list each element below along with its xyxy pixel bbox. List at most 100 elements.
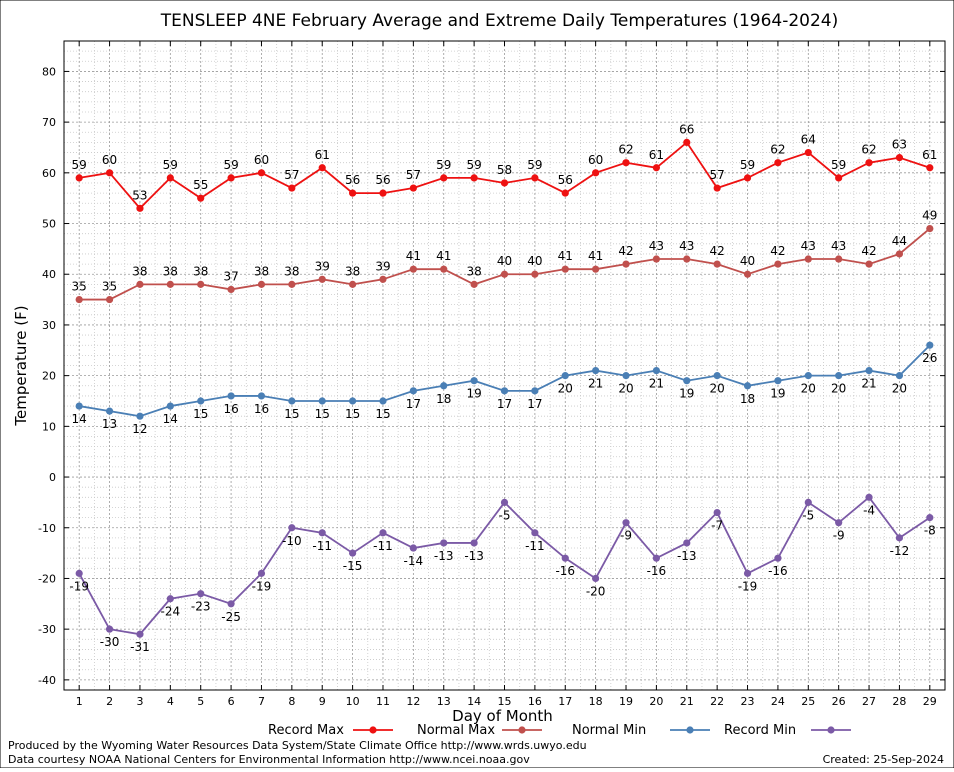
data-point xyxy=(622,260,630,268)
legend-marker xyxy=(686,726,694,734)
data-label: 62 xyxy=(861,143,876,157)
data-point xyxy=(500,498,509,506)
data-point xyxy=(865,493,873,501)
data-label: -11 xyxy=(312,539,332,553)
data-point xyxy=(136,280,144,288)
x-tick-label: 3 xyxy=(136,695,143,708)
y-tick-label: -20 xyxy=(38,572,56,585)
data-label: 18 xyxy=(740,392,755,406)
data-point xyxy=(105,295,114,304)
data-label: 42 xyxy=(861,244,876,258)
data-label: 20 xyxy=(558,382,573,396)
data-point xyxy=(197,590,205,598)
x-tick-label: 18 xyxy=(589,695,603,708)
data-label: 60 xyxy=(254,153,269,167)
data-label: 64 xyxy=(801,133,816,147)
data-point xyxy=(379,189,387,197)
data-label: -5 xyxy=(499,508,511,522)
data-point xyxy=(895,534,904,542)
data-label: 26 xyxy=(922,351,937,365)
data-point xyxy=(379,397,387,405)
x-tick-label: 24 xyxy=(771,695,785,708)
y-tick-label: 30 xyxy=(42,319,56,332)
data-label: 15 xyxy=(193,407,208,421)
data-label: -20 xyxy=(586,584,606,598)
data-label: 59 xyxy=(527,158,542,172)
x-tick-label: 7 xyxy=(258,695,265,708)
data-label: 61 xyxy=(649,148,664,162)
data-point xyxy=(713,372,721,380)
data-point xyxy=(257,169,266,177)
data-point xyxy=(409,265,417,273)
data-point xyxy=(470,539,478,547)
data-point xyxy=(440,174,448,182)
data-label: 57 xyxy=(284,168,299,182)
data-point xyxy=(713,184,721,192)
data-label: 49 xyxy=(922,209,937,223)
x-tick-label: 26 xyxy=(832,695,846,708)
x-tick-label: 15 xyxy=(498,695,512,708)
data-point xyxy=(713,508,721,517)
data-label: -30 xyxy=(100,635,120,649)
data-label: 13 xyxy=(102,417,117,431)
data-point xyxy=(895,154,904,162)
data-point xyxy=(197,397,205,405)
data-point xyxy=(136,204,144,212)
x-axis-label: Day of Month xyxy=(452,707,553,725)
data-point xyxy=(683,539,691,547)
data-point xyxy=(774,377,782,385)
y-tick-label: 20 xyxy=(42,370,56,383)
data-label: 38 xyxy=(132,264,147,278)
data-point xyxy=(652,164,660,172)
data-label: 66 xyxy=(679,122,694,136)
data-point xyxy=(227,285,235,294)
data-label: 56 xyxy=(375,173,390,187)
data-label: 42 xyxy=(770,244,785,258)
data-label: 14 xyxy=(72,412,87,426)
data-label: 44 xyxy=(892,234,907,248)
data-label: -13 xyxy=(464,549,484,563)
data-point xyxy=(197,194,205,202)
legend-label: Normal Max xyxy=(417,723,495,738)
y-tick-label: 60 xyxy=(42,167,56,180)
data-label: 59 xyxy=(163,158,178,172)
data-label: 21 xyxy=(649,377,664,391)
data-point xyxy=(349,549,357,557)
data-point xyxy=(622,519,630,527)
data-label: 43 xyxy=(831,239,846,253)
x-tick-label: 1 xyxy=(76,695,83,708)
data-label: 59 xyxy=(223,158,238,172)
data-point xyxy=(531,174,539,182)
data-label: 14 xyxy=(163,412,178,426)
data-point xyxy=(743,569,752,577)
x-tick-label: 20 xyxy=(649,695,663,708)
data-label: 53 xyxy=(132,188,147,202)
data-label: 17 xyxy=(497,397,512,411)
legend-marker xyxy=(827,726,835,734)
data-point xyxy=(652,366,660,375)
data-label: -4 xyxy=(863,503,875,517)
data-point xyxy=(440,539,448,547)
y-tick-label: 80 xyxy=(42,65,56,78)
footer-produced-by: Produced by the Wyoming Water Resources … xyxy=(8,739,587,752)
data-label: 61 xyxy=(315,148,330,162)
data-label: 20 xyxy=(831,382,846,396)
data-point xyxy=(227,174,235,182)
data-label: 17 xyxy=(406,397,421,411)
data-point xyxy=(409,544,417,552)
data-point xyxy=(409,387,417,395)
data-label: 15 xyxy=(345,407,360,421)
data-point xyxy=(743,174,752,182)
data-point xyxy=(105,625,114,633)
x-tick-label: 8 xyxy=(288,695,295,708)
x-tick-label: 6 xyxy=(228,695,235,708)
data-label: 20 xyxy=(892,382,907,396)
data-point xyxy=(774,260,782,268)
x-tick-label: 19 xyxy=(619,695,633,708)
data-label: 41 xyxy=(436,249,451,263)
data-label: -7 xyxy=(711,519,723,533)
legend-label: Record Min xyxy=(724,723,796,738)
data-label: 62 xyxy=(618,143,633,157)
